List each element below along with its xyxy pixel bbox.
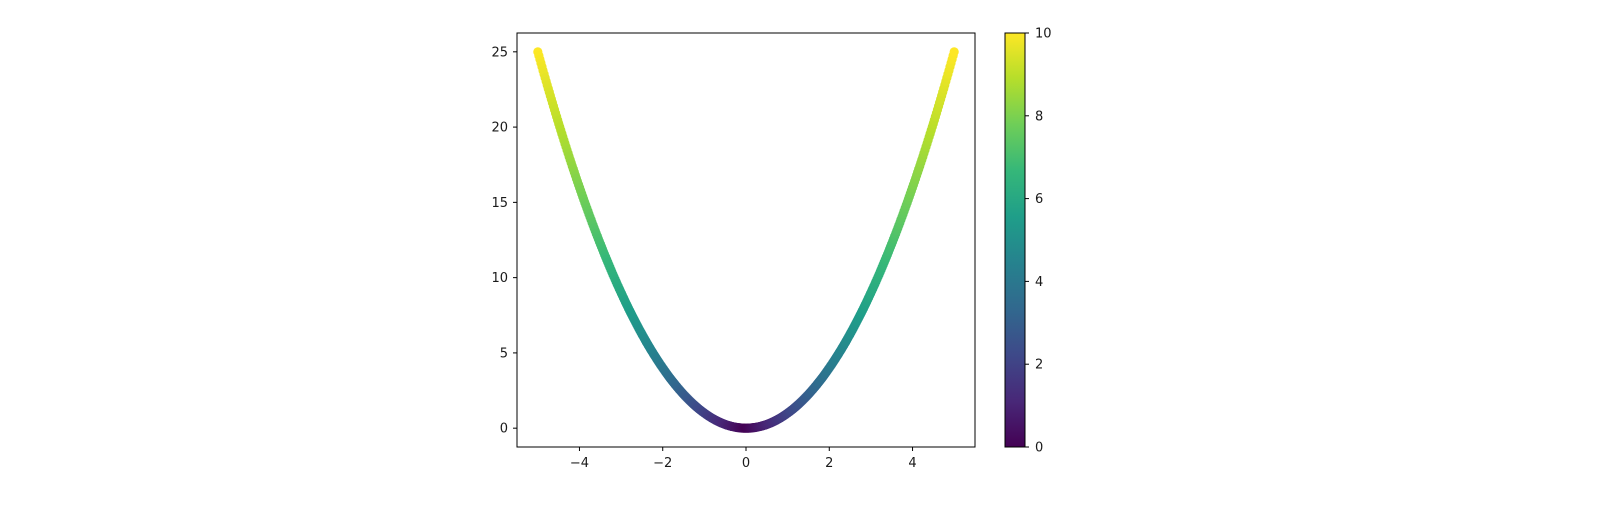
colorbar-tick-label: 8	[1035, 109, 1043, 124]
y-tick-label: 20	[491, 121, 508, 136]
colorbar-axis: 0 2 4 6 8 10	[1025, 27, 1052, 456]
y-axis: 0 5 10 15 20 25	[491, 45, 517, 437]
colorbar-tick-label: 2	[1035, 358, 1043, 373]
colorbar-frame	[1004, 32, 1026, 448]
data-point	[949, 47, 959, 57]
x-tick-label: 4	[908, 456, 916, 471]
y-tick-label: 5	[500, 346, 508, 361]
x-tick-label: 2	[825, 456, 833, 471]
colorbar-tick-label: 4	[1035, 275, 1043, 290]
y-tick-label: 0	[500, 422, 508, 437]
x-tick-label: −2	[653, 456, 672, 471]
x-tick-label: 0	[742, 456, 750, 471]
x-axis: −4 −2 0 2 4	[570, 447, 917, 471]
y-tick-label: 15	[491, 196, 508, 211]
y-tick-label: 10	[491, 271, 508, 286]
colorbar-tick-label: 0	[1035, 441, 1043, 456]
y-tick-label: 25	[491, 45, 508, 60]
colorbar	[1005, 33, 1025, 447]
colorbar-tick-label: 6	[1035, 192, 1043, 207]
x-tick-label: −4	[570, 456, 589, 471]
data-points	[533, 47, 959, 433]
colorbar-tick-label: 10	[1035, 27, 1052, 42]
